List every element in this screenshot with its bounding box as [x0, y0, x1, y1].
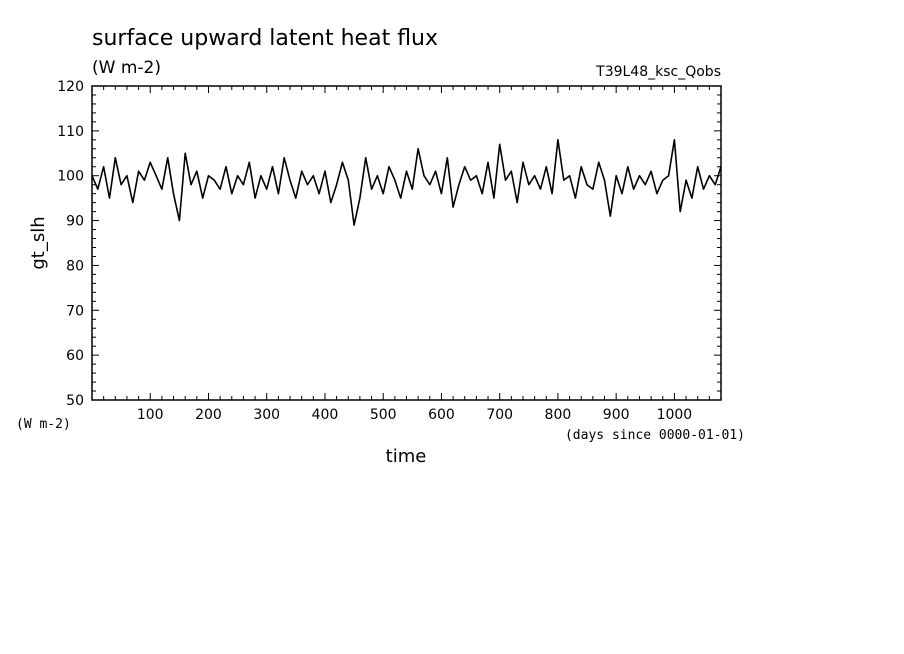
x-tick-label: 500: [370, 407, 397, 423]
chart-title: surface upward latent heat flux: [92, 26, 438, 51]
y-tick-label: 50: [66, 393, 84, 409]
y-tick-label: 120: [57, 79, 84, 95]
y-axis-label: gt_slh: [28, 216, 49, 269]
y-tick-label: 80: [66, 258, 84, 274]
x-tick-label: 700: [486, 407, 513, 423]
y-tick-label: 90: [66, 214, 84, 230]
y-axis-units: (W m-2): [16, 417, 71, 432]
x-axis-units: (days since 0000-01-01): [565, 428, 745, 443]
x-tick-label: 900: [603, 407, 630, 423]
x-axis-ticks: 100 200 300 400 500 600 700 800 900 1000: [103, 86, 710, 423]
x-tick-label: 600: [428, 407, 455, 423]
y-tick-label: 60: [66, 348, 84, 364]
x-tick-label: 1000: [657, 407, 693, 423]
data-series-line: [91, 139, 722, 226]
plot-frame: [91, 85, 722, 401]
y-tick-label: 110: [57, 124, 84, 140]
y-tick-label: 100: [57, 169, 84, 185]
x-tick-label: 400: [312, 407, 339, 423]
x-tick-label: 100: [137, 407, 164, 423]
x-tick-label: 300: [253, 407, 280, 423]
x-tick-label: 200: [195, 407, 222, 423]
y-axis-ticks: 50 60 70 80 90 100 110 120: [57, 79, 721, 409]
x-tick-label: 800: [545, 407, 572, 423]
chart-units: (W m-2): [92, 58, 161, 78]
run-label: T39L48_ksc_Qobs: [595, 64, 721, 80]
x-axis-label: time: [386, 446, 427, 467]
y-tick-label: 70: [66, 303, 84, 319]
